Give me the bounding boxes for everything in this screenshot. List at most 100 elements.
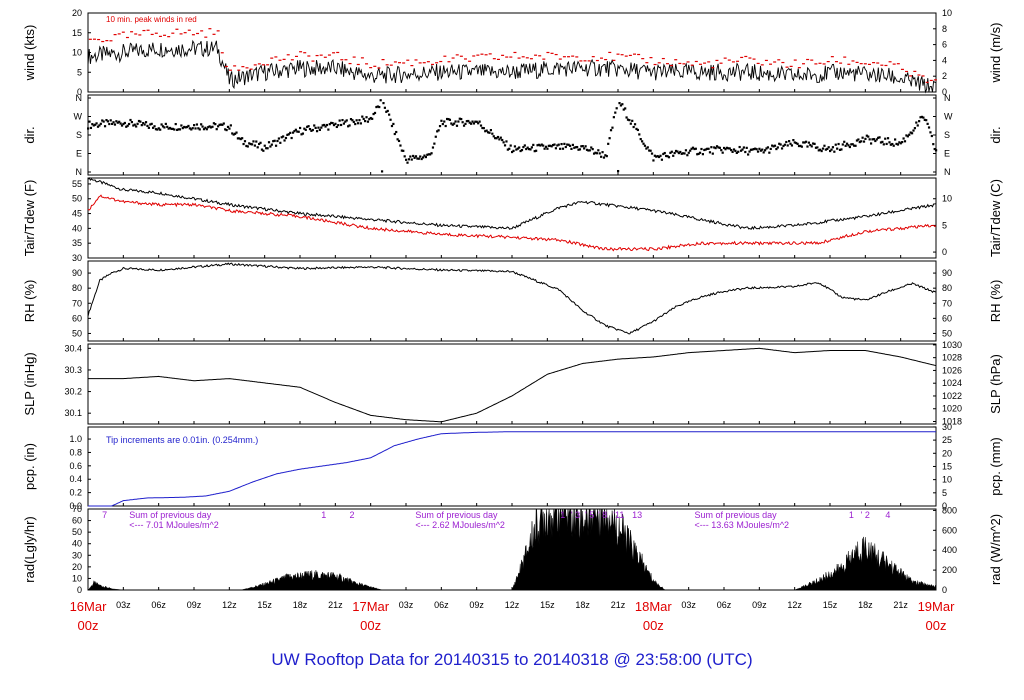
direction-point (723, 146, 726, 150)
direction-point (903, 140, 907, 143)
direction-point (758, 147, 761, 150)
direction-point (741, 148, 744, 151)
direction-point (410, 158, 413, 161)
direction-point (334, 122, 337, 125)
direction-point (195, 123, 199, 126)
direction-point (269, 145, 272, 148)
y-tick-label: S (76, 130, 82, 140)
direction-point (201, 125, 204, 128)
direction-point (289, 131, 292, 134)
direction-point (263, 144, 266, 147)
direction-point (560, 142, 563, 146)
direction-point (910, 132, 914, 135)
direction-point (444, 124, 447, 128)
direction-point (813, 142, 816, 145)
direction-point (236, 137, 240, 140)
direction-point (431, 146, 435, 149)
direction-point (154, 128, 158, 131)
panel-radiation: 0102030405060700200400600800rad(Lgly/hr)… (22, 504, 1003, 595)
direction-point (181, 126, 184, 130)
y-tick-label: N (76, 93, 83, 103)
direction-point (786, 144, 789, 147)
direction-point (153, 125, 156, 128)
direction-point (277, 137, 280, 140)
direction-point (823, 144, 826, 147)
direction-point (378, 105, 381, 109)
direction-point (612, 116, 615, 119)
direction-point (89, 126, 93, 130)
direction-point (881, 140, 884, 144)
direction-point (690, 147, 693, 150)
direction-point (221, 123, 224, 126)
direction-point (590, 146, 593, 149)
direction-point (553, 143, 556, 146)
radiation-annotation: 13 (632, 510, 642, 520)
direction-point (502, 141, 505, 144)
y-tick-label: E (76, 149, 82, 159)
direction-point (853, 144, 856, 147)
radiation-annotation: <--- 2.62 MJoules/m^2 (415, 520, 505, 530)
direction-point (293, 130, 296, 133)
y-axis-label-right: Tair/Tdew (C) (988, 179, 1003, 257)
direction-point (173, 128, 176, 131)
radiation-annotation: ' 3 (571, 510, 580, 520)
y-tick-label: 5 (77, 67, 82, 77)
direction-point (592, 152, 596, 155)
direction-point (235, 131, 238, 134)
direction-point (259, 141, 262, 144)
direction-point (871, 138, 874, 141)
direction-point (892, 144, 895, 147)
direction-point (655, 155, 658, 158)
direction-point (631, 119, 634, 122)
direction-point (869, 142, 873, 145)
y-tick-label: 30 (72, 253, 82, 263)
direction-point (87, 127, 90, 130)
direction-point (509, 144, 512, 147)
x-date-label: 17Mar (352, 599, 390, 614)
direction-point (407, 158, 411, 161)
direction-point (252, 140, 255, 143)
direction-point (693, 147, 696, 151)
direction-point (734, 149, 737, 152)
direction-point (255, 140, 258, 143)
y-tick-label: 70 (72, 298, 82, 308)
direction-point (561, 147, 565, 150)
direction-point (450, 122, 453, 125)
direction-point (713, 146, 716, 149)
x-date-time-label: 00z (360, 618, 381, 633)
direction-point (536, 144, 539, 147)
direction-point (689, 149, 692, 152)
direction-point (91, 123, 94, 126)
direction-point (922, 116, 925, 119)
x-date-time-label: 00z (643, 618, 664, 633)
y-axis-label: dir. (22, 126, 37, 143)
direction-point (133, 123, 136, 126)
direction-point (232, 133, 235, 136)
direction-point (790, 144, 794, 147)
direction-point (464, 122, 467, 125)
direction-point (771, 144, 774, 147)
direction-point (543, 147, 546, 150)
x-tick-label: 18z (575, 600, 590, 610)
direction-point (409, 155, 412, 158)
y-axis-label: SLP (inHg) (22, 352, 37, 415)
series-line (87, 177, 937, 231)
direction-point (405, 158, 408, 161)
direction-point (361, 115, 364, 118)
y-tick-label-right: 90 (942, 268, 952, 278)
direction-point (479, 124, 483, 127)
y-tick-label-right: 8 (942, 24, 947, 34)
direction-point (413, 156, 416, 159)
direction-point (867, 135, 870, 138)
direction-point (841, 143, 844, 146)
direction-point (827, 146, 830, 149)
direction-point (788, 140, 791, 143)
direction-point (615, 107, 618, 110)
direction-point (249, 142, 252, 146)
direction-point (795, 141, 798, 145)
radiation-annotation: ' 8 (598, 510, 607, 520)
direction-point (530, 146, 533, 149)
direction-point (783, 143, 786, 146)
direction-point (308, 127, 312, 131)
direction-point (356, 122, 360, 125)
